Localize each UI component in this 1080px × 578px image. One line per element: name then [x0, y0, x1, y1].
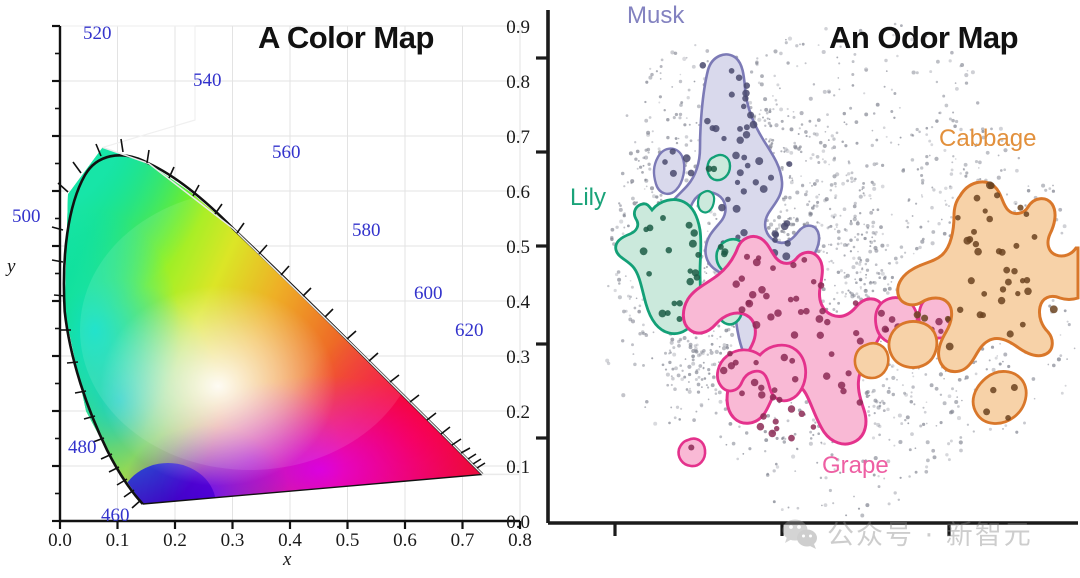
y-tick-label-1: 0.1: [506, 457, 530, 478]
y-tick-label-7: 0.7: [506, 127, 530, 148]
x-tick-label-8: 0.8: [508, 530, 532, 551]
wavelength-label-560: 560: [272, 142, 301, 163]
y-tick-label-2: 0.2: [506, 402, 530, 423]
outer-hull: [102, 146, 521, 521]
wavelength-label-460: 460: [101, 505, 130, 526]
y-tick-label-6: 0.6: [506, 182, 530, 203]
odor-x-ticks: [613, 523, 951, 536]
wavelength-label-600: 600: [414, 283, 443, 304]
y-minor-ticks: [55, 52, 60, 495]
y-tick-label-0: 0.0: [506, 512, 530, 533]
y-tick-label-8: 0.8: [506, 72, 530, 93]
y-tick-label-3: 0.3: [506, 347, 530, 368]
cabbage-data-points: [913, 181, 1058, 421]
wavelength-ticks: [51, 138, 486, 509]
wavelength-label-480: 480: [68, 437, 97, 458]
cluster-label-grape: Grape: [822, 452, 889, 479]
color-map-title: A Color Map: [258, 20, 434, 55]
wavelength-label-520: 520: [83, 23, 112, 44]
cluster-label-cabbage: Cabbage: [939, 125, 1037, 152]
cluster-cabbage: [853, 180, 1080, 425]
lily-data-points: [639, 165, 729, 322]
x-tick-label-3: 0.3: [220, 530, 245, 551]
wavelength-label-580: 580: [352, 220, 381, 241]
y-tick-label-9: 0.9: [506, 17, 530, 38]
y-axis-name: y: [7, 256, 16, 277]
x-tick-label-0: 0.0: [48, 530, 72, 551]
chromaticity-surface: [64, 147, 483, 504]
x-tick-label-7: 0.7: [450, 530, 475, 551]
purple-line: [142, 473, 483, 505]
wavelength-label-500: 500: [12, 206, 41, 227]
odor-map-panel: An Odor Map: [530, 0, 1080, 573]
cluster-label-musk: Musk: [627, 2, 685, 29]
odor-map-title: An Odor Map: [829, 20, 1019, 55]
outer-hull-upper: [60, 25, 196, 148]
x-tick-label-2: 0.2: [163, 530, 187, 551]
wechat-icon: [782, 519, 817, 549]
cluster-label-lily: Lily: [570, 184, 607, 211]
odor-scatter-plot: [536, 10, 1080, 536]
x-major-ticks: [58, 521, 522, 529]
wavelength-label-540: 540: [193, 70, 222, 91]
odor-y-ticks: [536, 56, 548, 440]
color-map-panel: A Color Map: [0, 0, 532, 573]
x-tick-label-4: 0.4: [278, 530, 302, 551]
cie-chromaticity-plot: [51, 24, 522, 529]
x-axis-name: x: [283, 549, 292, 570]
watermark: 公众号 · 新智元: [782, 513, 1033, 552]
x-tick-label-5: 0.5: [335, 530, 360, 551]
wavelength-label-620: 620: [455, 320, 484, 341]
x-tick-label-1: 0.1: [105, 530, 130, 551]
y-tick-label-5: 0.5: [506, 237, 530, 258]
y-tick-label-4: 0.4: [506, 292, 530, 313]
watermark-text: 公众号 · 新智元: [827, 520, 1033, 551]
x-tick-label-6: 0.6: [393, 530, 417, 551]
cluster-lily: [614, 153, 749, 336]
y-major-ticks: [52, 24, 60, 523]
